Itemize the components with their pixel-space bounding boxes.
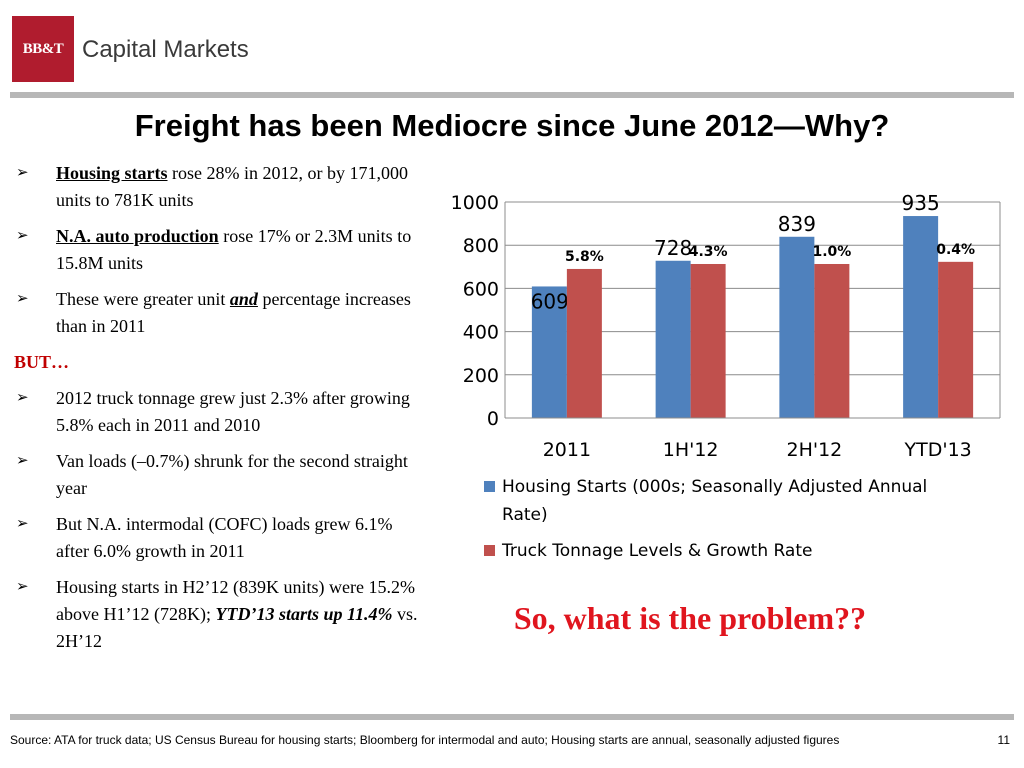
bullet-text: vs. 2H’12 [56,604,418,651]
housing-starts-bar [655,260,691,418]
housing-starts-bar [903,216,939,418]
truck-tonnage-bar [938,261,974,418]
y-tick-label: 400 [463,322,499,344]
truck-tonnage-data-label: 0.4% [936,242,975,258]
bullet-text: Housing starts in H2’12 (839K units) wer… [56,577,415,624]
bullet-emphasis: and [229,289,258,309]
legend-swatch [484,545,495,556]
bullet-auto-production: ➢ N.A. auto production rose 17% or 2.3M … [14,223,419,277]
y-tick-label: 0 [487,408,499,430]
truck-tonnage-bar [566,268,602,418]
bullet-greater-increases: ➢ These were greater unit and percentage… [14,286,419,340]
legend-swatch [484,481,495,492]
bullet-text: percentage increases than in 2011 [56,289,411,336]
arrow-bullet-icon: ➢ [16,453,29,469]
arrow-bullet-icon: ➢ [16,228,29,244]
bullet-text: But N.A. intermodal (COFC) loads grew 6.… [56,514,393,561]
truck-tonnage-bar [690,263,726,418]
bullet-truck-tonnage: ➢ 2012 truck tonnage grew just 2.3% afte… [14,385,419,439]
housing-starts-data-label: 728 [654,236,692,260]
bullet-emphasis: YTD’13 starts up 11.4% [215,604,393,624]
housing-starts-data-label: 935 [902,191,940,215]
bullet-intermodal: ➢ But N.A. intermodal (COFC) loads grew … [14,511,419,565]
slide-title: Freight has been Mediocre since June 201… [134,108,890,143]
legend-entry: Truck Tonnage Levels & Growth Rate [501,541,812,561]
source-footnote: Source: ATA for truck data; US Census Bu… [10,733,840,747]
y-tick-label: 1000 [451,192,499,214]
header-divider [10,92,1014,98]
bullet-housing-starts: ➢ Housing starts rose 28% in 2012, or by… [14,160,419,214]
housing-starts-bar [779,236,815,418]
footer-divider [10,714,1014,720]
truck-tonnage-data-label: 1.0% [812,244,851,260]
bullet-text: Van loads (–0.7%) shrunk for the second … [56,451,408,498]
brand-name: Capital Markets [82,36,249,63]
but-label: BUT… [14,352,70,372]
housing-starts-data-label: 609 [531,289,569,313]
housing-starts-bar [531,286,567,418]
logo-text: BB&T [22,40,64,57]
arrow-bullet-icon: ➢ [16,579,29,595]
truck-tonnage-data-label: 5.8% [565,249,604,265]
x-tick-label: 2011 [543,439,591,461]
x-tick-label: 2H'12 [786,439,842,461]
bullet-bold: N.A. auto production [56,226,219,246]
housing-tonnage-bar-chart: 0 200 400 600 800 1000 2011 609 5.8% 1H'12 7284.3%… [451,191,1001,561]
bullet-h2-housing: ➢ Housing starts in H2’12 (839K units) w… [14,574,419,655]
arrow-bullet-icon: ➢ [16,390,29,406]
y-tick-label: 200 [463,365,499,387]
legend-entry: Housing Starts (000s; Seasonally Adjuste… [502,477,927,525]
x-tick-label: YTD'13 [904,439,972,461]
problem-question: So, what is the problem?? [513,600,867,636]
y-tick-label: 800 [463,235,499,257]
bullet-list: ➢ Housing starts rose 28% in 2012, or by… [14,160,419,664]
bullet-bold: Housing starts [56,163,168,183]
page-number: 11 [997,733,1010,747]
housing-starts-data-label: 839 [778,212,816,236]
arrow-bullet-icon: ➢ [16,291,29,307]
x-tick-label: 1H'12 [663,439,719,461]
bullet-text: These were greater unit [56,289,230,309]
bullet-text: rose 17% or 2.3M units to 15.8M units [56,226,412,273]
arrow-bullet-icon: ➢ [16,165,29,181]
arrow-bullet-icon: ➢ [16,516,29,532]
bbt-logo: BB&T [12,16,74,82]
truck-tonnage-data-label: 4.3% [689,244,728,260]
y-tick-label: 600 [463,278,499,300]
bullet-text: 2012 truck tonnage grew just 2.3% after … [56,388,410,435]
truck-tonnage-bar [814,263,850,418]
bullet-text: rose 28% in 2012, or by 171,000 units to… [56,163,408,210]
bullet-van-loads: ➢ Van loads (–0.7%) shrunk for the secon… [14,448,419,502]
